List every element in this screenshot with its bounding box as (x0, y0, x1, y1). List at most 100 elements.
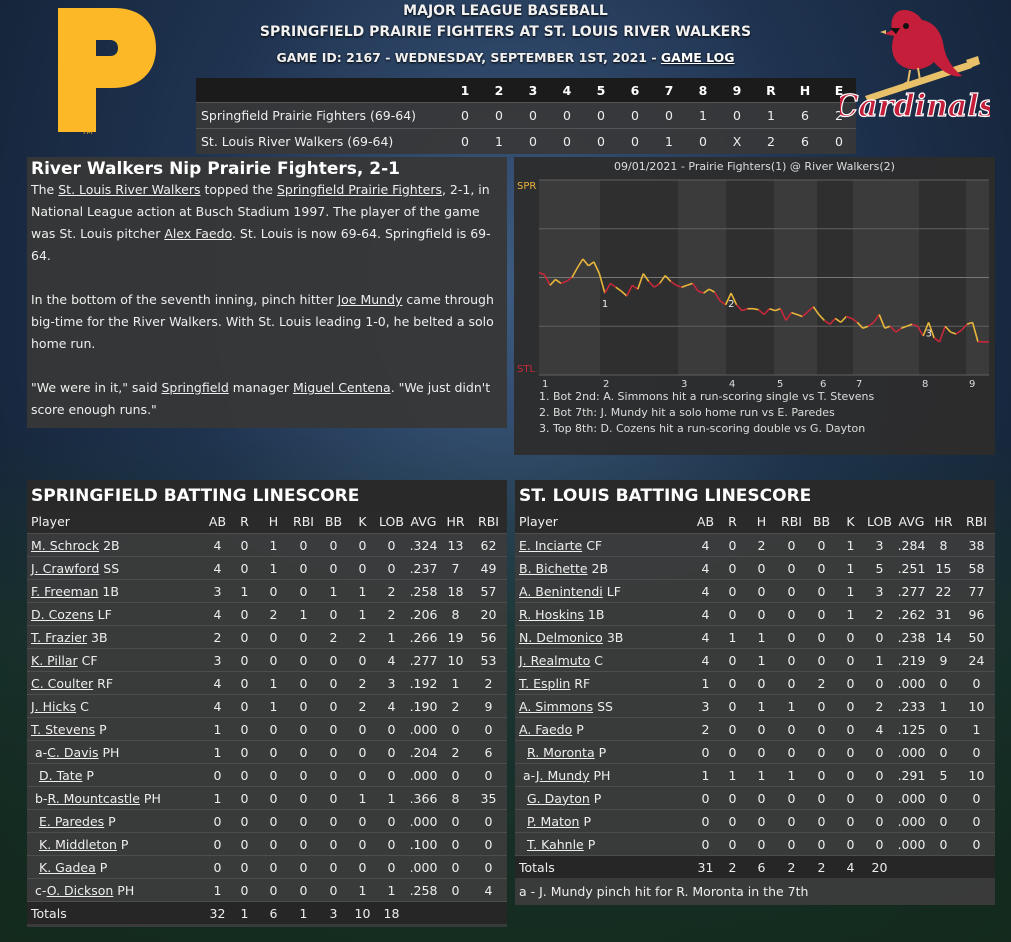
stat-cell: 1 (747, 763, 776, 787)
stat-cell: 0 (259, 579, 288, 603)
player-link[interactable]: E. Paredes (39, 813, 105, 829)
stat-cell: 1 (836, 579, 865, 603)
player-link[interactable]: C. Coulter (31, 675, 94, 691)
stat-cell: 2 (377, 579, 406, 603)
win-prob-segment (697, 290, 704, 294)
win-prob-segment (950, 331, 957, 335)
batting-col-header: HR (441, 510, 470, 534)
sub-prefix: a- (35, 744, 48, 760)
player-link[interactable]: C. Davis (47, 744, 99, 760)
player-position: P (583, 813, 591, 829)
win-prob-segment (922, 322, 930, 337)
team-link-stl[interactable]: St. Louis River Walkers (58, 182, 201, 197)
player-link[interactable]: J. Mundy (535, 767, 590, 783)
stat-cell: 0 (776, 602, 807, 626)
player-link[interactable]: K. Pillar (31, 652, 78, 668)
stat-cell: 0 (958, 832, 995, 856)
win-prob-segment (741, 307, 748, 312)
stat-cell: 96 (958, 602, 995, 626)
inning-header: 6 (618, 78, 652, 103)
stat-cell: 1 (836, 556, 865, 580)
totals-cell: 6 (747, 855, 776, 878)
player-link[interactable]: T. Kahnle (527, 836, 584, 852)
stat-cell: 0 (865, 671, 894, 695)
player-link[interactable]: D. Cozens (31, 606, 94, 622)
stat-cell: 0 (836, 625, 865, 649)
stat-cell: 53 (470, 648, 507, 672)
player-link[interactable]: A. Benintendi (519, 583, 603, 599)
player-link-faedo[interactable]: Alex Faedo (164, 226, 232, 241)
totals-cell: 2 (807, 855, 836, 878)
player-cell: J. Hicks C (27, 694, 205, 718)
stat-cell: 0 (377, 533, 406, 557)
event-marker: 2 (728, 299, 734, 310)
stat-cell: 0 (693, 809, 718, 833)
batting-header-row: Player AB R H RBI BB K LOB AVG HR RBI (515, 510, 995, 534)
player-link[interactable]: E. Inciarte (519, 537, 583, 553)
inning-header: 2 (482, 78, 516, 103)
stat-cell: 0 (230, 648, 259, 672)
player-link[interactable]: F. Freeman (31, 583, 99, 599)
linescore-row: St. Louis River Walkers (69-64) 0 1 0 0 0 0 1 0 X… (196, 128, 856, 154)
win-prob-segment (719, 300, 727, 306)
player-link[interactable]: P. Maton (527, 813, 580, 829)
player-link[interactable]: N. Delmonico (519, 629, 603, 645)
win-prob-segment (571, 267, 579, 278)
player-link[interactable]: R. Moronta (527, 744, 595, 760)
player-link[interactable]: B. Bichette (519, 560, 588, 576)
player-link[interactable]: K. Middleton (39, 836, 117, 852)
player-link[interactable]: T. Esplin (519, 675, 571, 691)
win-prob-segment (752, 307, 759, 311)
player-link[interactable]: T. Stevens (31, 721, 96, 737)
player-link[interactable]: D. Tate (39, 767, 83, 783)
stat-cell: 0 (836, 671, 865, 695)
player-link[interactable]: R. Hoskins (519, 606, 584, 622)
win-prob-segment (686, 282, 693, 287)
stat-cell: 58 (958, 556, 995, 580)
player-link[interactable]: M. Schrock (31, 537, 100, 553)
stat-cell: 0 (865, 625, 894, 649)
batting-col-header: BB (807, 510, 836, 534)
stat-cell: .284 (894, 533, 929, 557)
stat-cell: 0 (776, 717, 807, 741)
team-link-springfield[interactable]: Springfield (161, 380, 229, 395)
win-prob-segment (796, 313, 803, 318)
player-link[interactable]: R. Mountcastle (47, 790, 140, 806)
player-link[interactable]: J. Crawford (31, 560, 100, 576)
player-link[interactable]: O. Dickson (46, 882, 114, 898)
home-team-logo: Cardinals (834, 4, 996, 130)
stat-cell: .277 (894, 579, 929, 603)
batting-col-header: AVG (406, 510, 441, 534)
linescore-cell: 6 (788, 102, 822, 129)
totals-cell: 2 (776, 855, 807, 878)
player-link[interactable]: G. Dayton (527, 790, 590, 806)
player-link[interactable]: T. Frazier (31, 629, 88, 645)
win-prob-segment (862, 325, 869, 329)
player-position: PH (593, 767, 611, 783)
player-link-mundy[interactable]: Joe Mundy (337, 292, 403, 307)
stat-cell: .000 (406, 763, 441, 787)
player-link[interactable]: J. Hicks (31, 698, 77, 714)
team-link-spr[interactable]: Springfield Prairie Fighters (276, 182, 442, 197)
player-link[interactable]: K. Gadea (39, 859, 96, 875)
inning-tick-label: 9 (969, 379, 975, 390)
stat-cell: 22 (929, 579, 958, 603)
stat-cell: 4 (205, 602, 230, 626)
stat-cell: 0 (230, 809, 259, 833)
stat-cell: 1 (441, 671, 470, 695)
stat-cell: .000 (406, 717, 441, 741)
stat-cell: 0 (776, 648, 807, 672)
totals-cell (958, 855, 995, 878)
totals-cell (470, 901, 507, 924)
win-prob-segment (675, 284, 682, 289)
player-link[interactable]: A. Faedo (519, 721, 573, 737)
player-link[interactable]: J. Realmuto (519, 652, 591, 668)
inning-tick-label: 5 (777, 379, 783, 390)
win-prob-segment (846, 315, 853, 320)
player-cell: a-C. Davis PH (27, 740, 205, 764)
win-prob-segment (604, 282, 612, 294)
manager-link[interactable]: Miguel Centena (292, 380, 391, 395)
game-log-link[interactable]: GAME LOG (660, 50, 735, 65)
player-link[interactable]: A. Simmons (519, 698, 594, 714)
